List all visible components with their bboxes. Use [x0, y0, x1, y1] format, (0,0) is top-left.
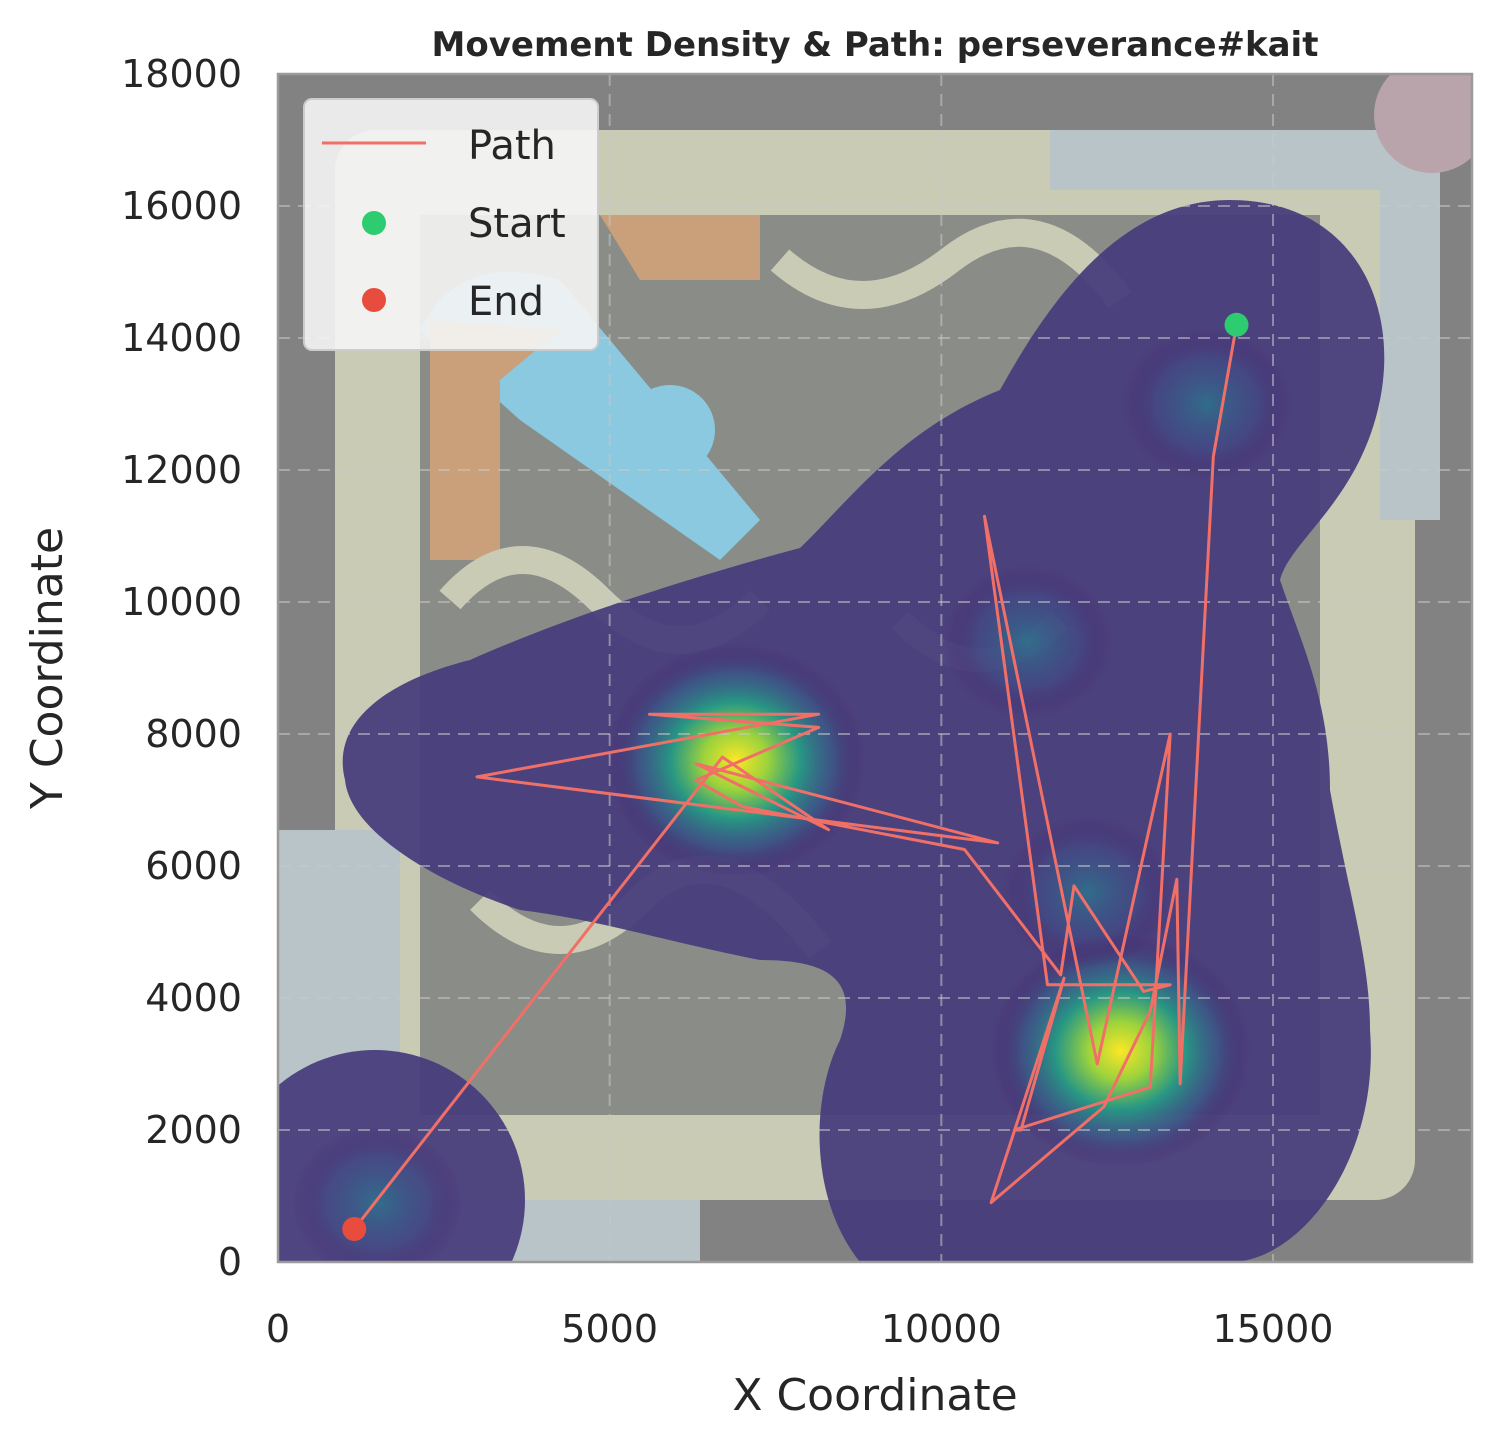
legend-start-label: Start — [468, 201, 566, 247]
legend-end-swatch — [362, 288, 386, 312]
density-peak-0 — [605, 643, 866, 878]
density-peak-2 — [1002, 815, 1173, 969]
legend-box — [303, 98, 599, 351]
density-peak-1 — [990, 933, 1251, 1168]
y-tick-label-5: 10000 — [121, 580, 242, 624]
plot-frame — [276, 72, 1474, 1264]
y-tick-label-3: 6000 — [145, 844, 242, 888]
x-axis-ticks: 0 5000 10000 15000 — [266, 1307, 1334, 1351]
legend: Path Start End — [303, 98, 599, 351]
x-tick-label-1: 5000 — [561, 1307, 658, 1351]
x-tick-label-3: 15000 — [1213, 1307, 1334, 1351]
density-peak-4 — [1121, 327, 1292, 481]
series-layer — [342, 312, 1249, 1241]
y-tick-label-4: 8000 — [145, 712, 242, 756]
legend-path-label: Path — [468, 123, 556, 169]
start-point — [1224, 312, 1249, 337]
y-axis-ticks: 0 2000 4000 6000 8000 10000 12000 14000 16000 180… — [121, 52, 242, 1284]
y-axis-label: Y Coordinate — [22, 527, 73, 810]
x-tick-label-0: 0 — [266, 1307, 290, 1351]
x-axis-label: X Coordinate — [732, 1370, 1017, 1421]
y-tick-label-6: 12000 — [121, 448, 242, 492]
y-tick-label-2: 4000 — [145, 976, 242, 1020]
density-peak-5 — [292, 1126, 463, 1262]
grid-lines — [278, 74, 1472, 1262]
path-line — [353, 324, 1238, 1230]
chart-title: Movement Density & Path: perseverance#ka… — [432, 25, 1319, 65]
y-tick-label-0: 0 — [218, 1240, 242, 1284]
y-tick-label-8: 16000 — [121, 184, 242, 228]
legend-end-label: End — [468, 279, 544, 325]
y-tick-label-9: 18000 — [121, 52, 242, 96]
y-tick-label-1: 2000 — [145, 1108, 242, 1152]
end-point — [342, 1217, 367, 1241]
x-tick-label-2: 10000 — [881, 1307, 1002, 1351]
density-peak-3 — [942, 565, 1113, 719]
legend-start-swatch — [362, 211, 386, 235]
y-tick-label-7: 14000 — [121, 316, 242, 360]
